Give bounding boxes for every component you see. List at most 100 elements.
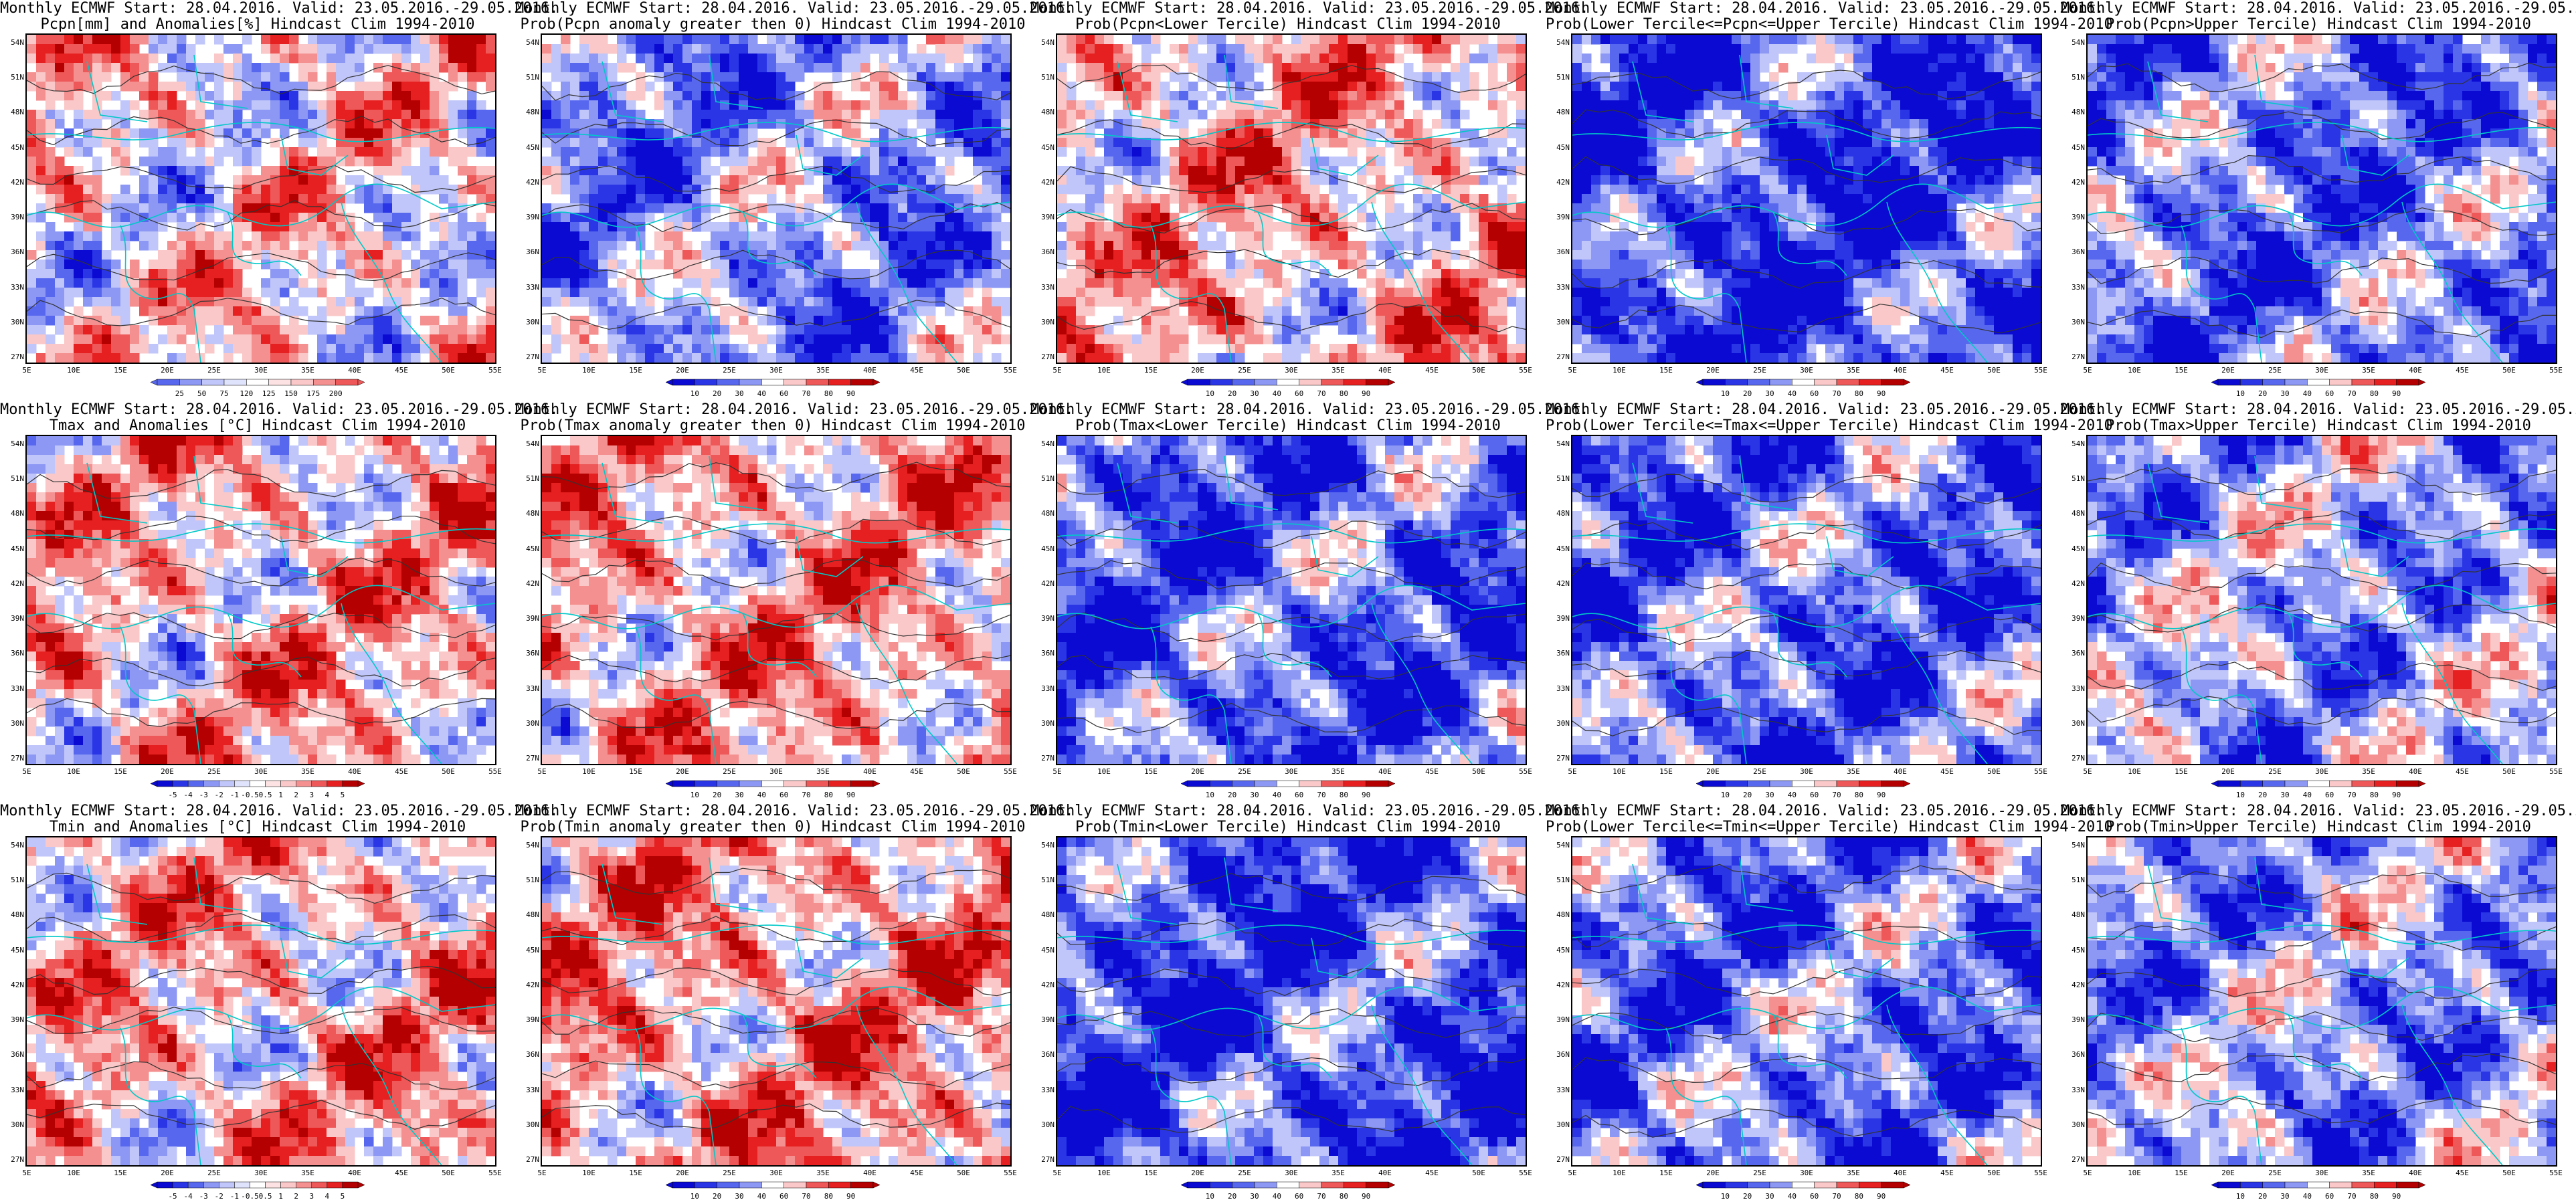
isoline (542, 868, 1010, 895)
coastline (602, 456, 763, 524)
coastline (2341, 536, 2409, 577)
latitude-tick-label: 45N (3, 946, 24, 955)
longitude-tick-label: 50E (950, 367, 977, 375)
longitude-tick-label: 50E (1465, 1169, 1492, 1177)
map-panel: Monthly ECMWF Start: 28.04.2016. Valid: … (0, 803, 558, 1204)
map-panel: Monthly ECMWF Start: 28.04.2016. Valid: … (1030, 401, 1588, 803)
forecast-map-canvas (2088, 35, 2556, 363)
coastline (2147, 857, 2309, 925)
longitude-tick-label: 25E (716, 367, 743, 375)
isoline (1057, 560, 1526, 590)
coastline (280, 937, 349, 979)
longitude-tick-label: 55E (2027, 367, 2054, 375)
latitude-tick-label: 33N (3, 283, 24, 292)
longitude-tick-label: 5E (13, 768, 40, 776)
colorbar-tick-label: 10 (691, 1192, 699, 1201)
longitude-tick-label: 55E (482, 768, 509, 776)
latitude-tick-label: 54N (3, 440, 24, 448)
coastline (742, 1014, 817, 1079)
isoline (2088, 207, 2556, 236)
longitude-tick-label: 5E (1044, 1169, 1071, 1177)
colorbar-tick-label: 2 (294, 1192, 298, 1201)
isoline (1057, 519, 1526, 549)
panel-title-line2: Tmax and Anomalies [°C] Hindcast Clim 19… (0, 417, 515, 434)
colorbar-tick-label: 10 (1721, 389, 1730, 398)
colorbar-tick-label: 30 (2280, 389, 2289, 398)
latitude-tick-label: 39N (1033, 213, 1054, 221)
latitude-tick-label: 36N (518, 649, 539, 658)
longitude-tick-label: 5E (1044, 768, 1071, 776)
coastline (27, 924, 495, 945)
isoline (27, 1100, 495, 1130)
longitude-tick-label: 25E (1746, 367, 1773, 375)
isoline (2088, 871, 2556, 899)
longitude-tick-label: 30E (1278, 1169, 1305, 1177)
isoline (1057, 1106, 1526, 1133)
longitude-tick-label: 35E (810, 367, 836, 375)
latitude-tick-label: 27N (1033, 1156, 1054, 1164)
isoline (1572, 109, 2041, 139)
longitude-tick-label: 30E (1793, 367, 1820, 375)
longitude-tick-label: 15E (622, 367, 649, 375)
latitude-tick-label: 30N (518, 1120, 539, 1129)
latitude-tick-label: 42N (518, 178, 539, 187)
colorbar-tick-label: 0.5 (259, 791, 272, 799)
colorbar-tick-label: 90 (1362, 1192, 1370, 1201)
longitude-tick-label: 15E (1653, 1169, 1679, 1177)
colorbar-tick-label: 60 (2325, 791, 2334, 799)
latitude-tick-label: 51N (2063, 876, 2085, 884)
longitude-tick-label: 15E (1137, 1169, 1164, 1177)
longitude-tick-label: 50E (1465, 768, 1492, 776)
coastline (1150, 1027, 1232, 1165)
coastline (86, 857, 248, 925)
isoline (1057, 653, 1526, 680)
longitude-tick-label: 40E (2402, 768, 2429, 776)
longitude-tick-label: 5E (1559, 367, 1586, 375)
coastline (2181, 626, 2262, 764)
latitude-tick-label: 39N (3, 1016, 24, 1024)
coastline (280, 134, 349, 176)
colorbar-tick-label: 30 (1250, 1192, 1259, 1201)
forecast-map (1056, 435, 1527, 765)
longitude-tick-label: 10E (1606, 1169, 1633, 1177)
coastline (2088, 523, 2556, 544)
latitude-tick-label: 42N (1033, 178, 1054, 187)
colorbar-tick-label: -2 (215, 1192, 223, 1201)
latitude-tick-label: 33N (3, 1086, 24, 1094)
colorbar-tick-label: 80 (1855, 389, 1863, 398)
isoline (27, 252, 495, 282)
colorbar: 25 50 75 120 125 150 175 200 (150, 379, 365, 398)
isoline (542, 655, 1010, 684)
coastline (2401, 603, 2503, 764)
forecast-map-canvas (542, 35, 1010, 363)
longitude-tick-label: 30E (1278, 768, 1305, 776)
latitude-tick-label: 30N (3, 1120, 24, 1129)
latitude-tick-label: 45N (1548, 143, 1570, 152)
latitude-tick-label: 45N (2063, 143, 2085, 152)
latitude-tick-label: 27N (1548, 755, 1570, 763)
latitude-tick-label: 30N (1033, 719, 1054, 728)
longitude-tick-label: 25E (2262, 1169, 2288, 1177)
colorbar-tick-label: 40 (2303, 1192, 2312, 1201)
longitude-tick-label: 20E (1184, 768, 1211, 776)
longitude-tick-label: 25E (201, 768, 227, 776)
colorbar-tick-label: 1 (278, 791, 283, 799)
colorbar-tick-label: 1 (278, 1192, 283, 1201)
latitude-tick-label: 33N (518, 283, 539, 292)
latitude-tick-label: 42N (1033, 579, 1054, 588)
latitude-tick-label: 39N (518, 615, 539, 623)
latitude-tick-label: 51N (1548, 876, 1570, 884)
forecast-map-canvas (2088, 436, 2556, 764)
coastline (1150, 626, 1232, 764)
map-panel: Monthly ECMWF Start: 28.04.2016. Valid: … (0, 0, 558, 401)
isoline (2088, 510, 2556, 540)
latitude-tick-label: 36N (2063, 1051, 2085, 1059)
longitude-tick-label: 45E (388, 768, 415, 776)
latitude-tick-label: 51N (1548, 475, 1570, 483)
isoline (1572, 1010, 2041, 1040)
longitude-tick-label: 50E (2496, 1169, 2522, 1177)
panel-title-line2: Pcpn[mm] and Anomalies[%] Hindcast Clim … (0, 16, 515, 33)
colorbar-tick-label: 4 (325, 1192, 330, 1201)
isoline (1057, 1056, 1526, 1086)
map-panel: Monthly ECMWF Start: 28.04.2016. Valid: … (2061, 803, 2576, 1204)
